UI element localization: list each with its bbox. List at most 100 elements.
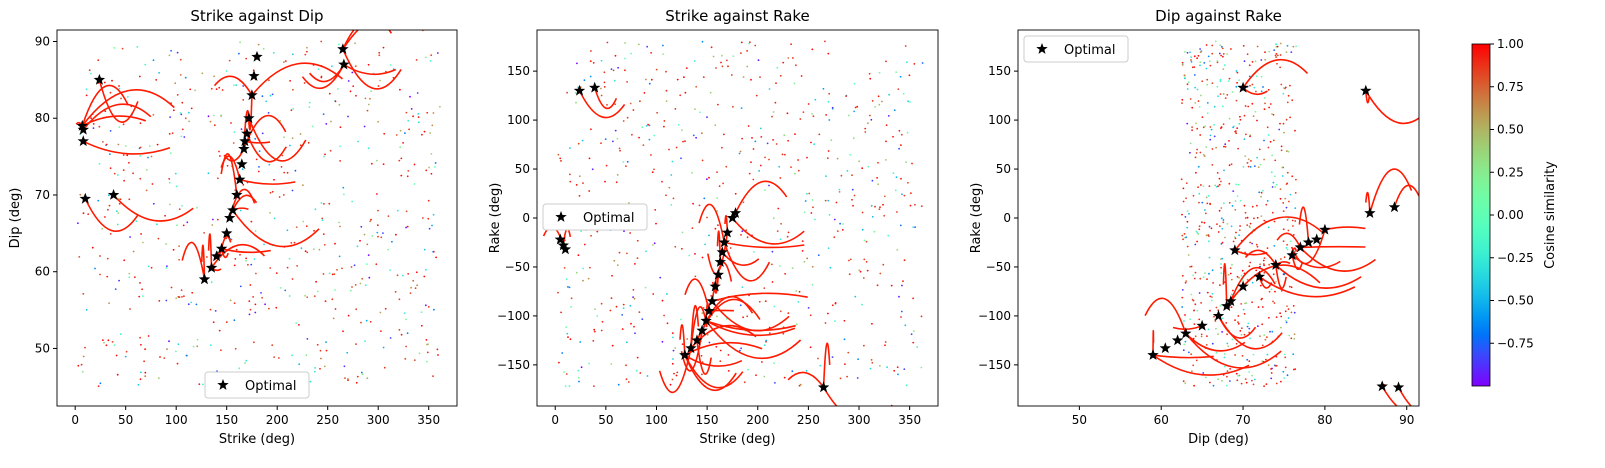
- scatter-point: [833, 236, 836, 239]
- scatter-point: [611, 344, 614, 347]
- scatter-point: [827, 150, 830, 152]
- scatter-point: [655, 68, 658, 71]
- scatter-point: [232, 142, 235, 144]
- scatter-point: [803, 211, 806, 214]
- scatter-point: [379, 79, 381, 82]
- similarity-curve: [731, 217, 805, 245]
- scatter-point: [628, 202, 630, 204]
- scatter-point: [1284, 87, 1286, 90]
- scatter-point: [1211, 342, 1214, 345]
- chart-title: Strike against Dip: [190, 7, 323, 25]
- scatter-point: [672, 197, 675, 200]
- scatter-point: [1270, 288, 1273, 291]
- scatter-point: [898, 129, 901, 132]
- scatter-point: [138, 295, 141, 298]
- scatter-point: [416, 92, 419, 94]
- scatter-point: [648, 124, 651, 127]
- scatter-point: [843, 319, 846, 322]
- similarity-curve: [239, 178, 296, 185]
- scatter-point: [1235, 132, 1238, 135]
- scatter-point: [1283, 377, 1285, 379]
- similarity-curve: [1172, 324, 1203, 331]
- scatter-point: [1286, 101, 1289, 104]
- scatter-point: [380, 330, 382, 332]
- scatter-point: [410, 108, 413, 110]
- scatter-point: [85, 94, 88, 97]
- scatter-point: [1221, 317, 1224, 320]
- scatter-point: [812, 206, 814, 209]
- similarity-curve: [1152, 354, 1214, 359]
- scatter-point: [412, 279, 415, 282]
- scatter-point: [429, 132, 432, 134]
- scatter-point: [1249, 241, 1251, 244]
- scatter-point: [824, 199, 827, 202]
- scatter-point: [877, 95, 880, 98]
- scatter-point: [426, 360, 428, 363]
- scatter-point: [791, 267, 794, 269]
- scatter-point: [1211, 164, 1214, 166]
- optimal-marker: [1311, 233, 1323, 245]
- scatter-point: [299, 144, 302, 147]
- scatter-point: [235, 84, 238, 86]
- y-tick-label: 0: [1003, 211, 1011, 225]
- scatter-point: [303, 82, 306, 84]
- scatter-point: [1192, 194, 1195, 197]
- scatter-point: [1238, 79, 1241, 81]
- scatter-point: [890, 284, 893, 287]
- similarity-curve: [81, 88, 175, 127]
- scatter-point: [332, 317, 335, 320]
- scatter-point: [638, 311, 641, 313]
- scatter-point: [786, 235, 789, 238]
- scatter-point: [175, 350, 177, 353]
- scatter-point: [1286, 44, 1289, 47]
- scatter-point: [587, 277, 590, 280]
- scatter-point: [1220, 243, 1223, 245]
- scatter-point: [742, 76, 745, 78]
- scatter-point: [108, 204, 111, 207]
- scatter-point: [802, 111, 805, 113]
- similarity-curve: [81, 115, 147, 127]
- scatter-point: [600, 142, 602, 145]
- similarity-curve: [1381, 386, 1399, 406]
- scatter-point: [1276, 45, 1279, 48]
- scatter-point: [289, 80, 291, 82]
- scatter-point: [248, 300, 251, 302]
- scatter-point: [1289, 84, 1291, 87]
- scatter-point: [1239, 225, 1241, 227]
- scatter-point: [1207, 55, 1210, 58]
- scatter-point: [1185, 280, 1188, 282]
- scatter-point: [101, 227, 104, 230]
- scatter-point: [1227, 80, 1230, 82]
- scatter-point: [1258, 148, 1261, 151]
- scatter-point: [1181, 306, 1184, 308]
- scatter-point: [280, 166, 283, 168]
- scatter-point: [563, 371, 565, 373]
- scatter-point: [626, 252, 628, 255]
- scatter-point: [1182, 349, 1185, 352]
- legend-label: Optimal: [1064, 43, 1115, 58]
- scatter-point: [1193, 277, 1196, 280]
- scatter-point: [433, 308, 435, 311]
- scatter-point: [896, 211, 898, 213]
- scatter-point: [1266, 200, 1269, 202]
- scatter-point: [856, 377, 859, 379]
- scatter-point: [1202, 126, 1205, 129]
- scatter-point: [1217, 231, 1220, 233]
- scatter-point: [581, 139, 584, 142]
- scatter-point: [909, 204, 912, 207]
- x-tick-label: 200: [266, 413, 289, 427]
- scatter-point: [1238, 374, 1241, 377]
- scatter-point: [903, 259, 906, 262]
- scatter-point: [122, 154, 125, 156]
- scatter-point: [214, 310, 217, 312]
- scatter-point: [849, 153, 852, 156]
- scatter-point: [1275, 56, 1278, 58]
- scatter-point: [291, 354, 293, 357]
- scatter-point: [429, 60, 432, 62]
- scatter-point: [434, 166, 436, 168]
- scatter-point: [1294, 368, 1297, 371]
- scatter-point: [670, 204, 673, 206]
- scatter-point: [1286, 171, 1289, 174]
- scatter-point: [413, 359, 416, 362]
- scatter-point: [606, 41, 609, 44]
